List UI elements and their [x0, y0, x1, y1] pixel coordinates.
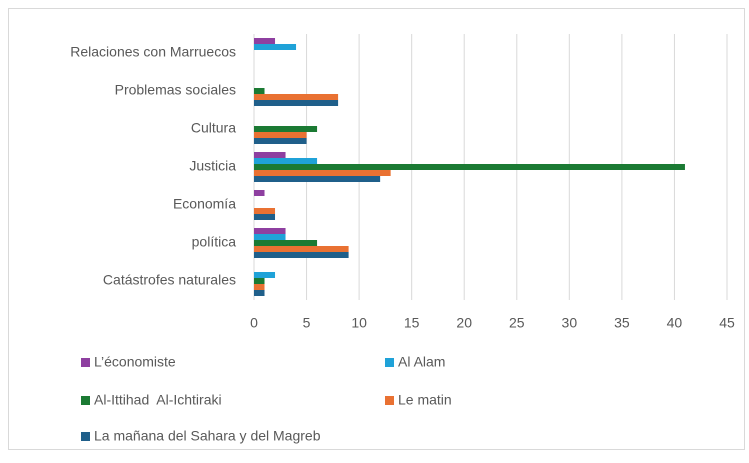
bar: [254, 290, 265, 296]
bar: [254, 214, 276, 220]
legend-label: Al Alam: [398, 354, 445, 370]
bar: [254, 44, 297, 50]
bar: [254, 126, 318, 132]
bar: [254, 272, 276, 278]
x-tick-label: 30: [562, 315, 578, 331]
bar: [254, 228, 286, 234]
y-tick-label: Justicia: [189, 158, 236, 174]
y-tick-label: Problemas sociales: [115, 82, 236, 98]
bar: [254, 38, 276, 44]
bar: [254, 252, 349, 258]
x-tick-label: 0: [250, 315, 258, 331]
legend-swatch: [385, 396, 394, 405]
legend-label: Al-Ittihad Al-Ichtiraki: [94, 392, 222, 408]
x-tick-label: 5: [303, 315, 311, 331]
chart-border: [8, 8, 745, 450]
legend-swatch: [385, 358, 394, 367]
bar: [254, 278, 265, 284]
legend-swatch: [81, 432, 90, 441]
y-tick-label: Relaciones con Marruecos: [70, 44, 236, 60]
legend-label: Le matin: [398, 392, 452, 408]
bar: [254, 234, 286, 240]
legend-swatch: [81, 358, 90, 367]
x-tick-label: 45: [719, 315, 735, 331]
y-tick-label: Economía: [173, 196, 236, 212]
bar: [254, 176, 381, 182]
y-tick-label: política: [192, 234, 237, 250]
x-tick-label: 40: [667, 315, 683, 331]
bar: [254, 164, 685, 170]
bar: [254, 208, 276, 214]
bar: [254, 190, 265, 196]
bar: [254, 246, 349, 252]
bar: [254, 138, 307, 144]
legend-swatch: [81, 396, 90, 405]
x-tick-label: 20: [456, 315, 472, 331]
bar: [254, 100, 339, 106]
y-tick-label: Cultura: [191, 120, 236, 136]
y-tick-label: Catástrofes naturales: [103, 272, 236, 288]
bar: [254, 170, 391, 176]
x-tick-label: 35: [614, 315, 630, 331]
bar: [254, 158, 318, 164]
bar: [254, 240, 318, 246]
bar: [254, 132, 307, 138]
bar: [254, 152, 286, 158]
x-tick-label: 15: [404, 315, 420, 331]
bar: [254, 284, 265, 290]
x-tick-label: 25: [509, 315, 525, 331]
legend-label: L’économiste: [94, 354, 176, 370]
x-tick-label: 10: [351, 315, 367, 331]
bar: [254, 94, 339, 100]
bar: [254, 88, 265, 94]
legend-label: La mañana del Sahara y del Magreb: [94, 428, 321, 444]
